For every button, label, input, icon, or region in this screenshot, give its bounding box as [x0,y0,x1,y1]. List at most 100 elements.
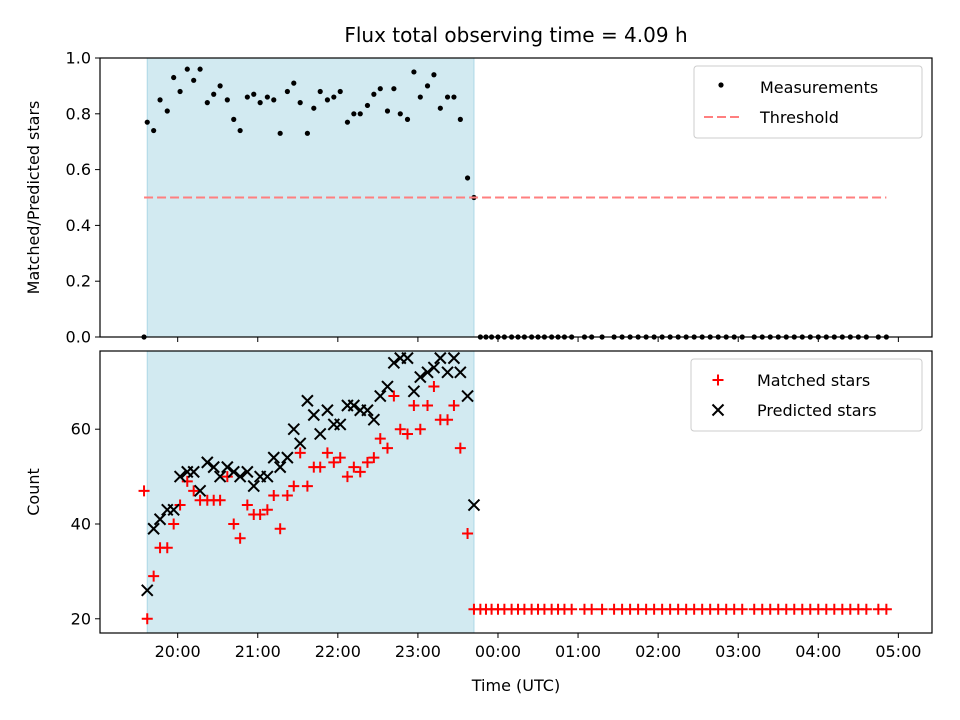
x-tick-label: 03:00 [715,642,761,661]
predicted-star-point [247,479,260,493]
measurement-point [324,97,331,103]
matched-star-point [294,447,306,459]
predicted-star-point [167,503,180,516]
predicted-star-point [147,522,160,535]
matched-star-point [408,400,420,412]
bottom-panel-y-tick-label: 40 [71,514,91,533]
predicted-star-point [193,484,207,498]
top-panel-y-tick-label: 0.8 [66,104,91,123]
measurement-point [164,108,170,114]
matched-star-point [422,400,434,412]
matched-star-point [388,390,400,402]
matched-star-point [141,613,153,625]
matched-star-point [314,461,326,473]
predicted-star-point [367,413,381,426]
matched-star-point [596,603,608,615]
predicted-star-point [427,361,441,374]
matched-star-point [341,471,353,483]
top-panel-y-tick-label: 0.6 [66,160,91,179]
matched-star-point [736,603,748,615]
measurement-point [237,127,243,134]
measurement-point [297,100,303,106]
top-legend-label: Threshold [759,108,839,127]
predicted-star-point [213,470,227,483]
predicted-star-point [173,470,187,483]
legend-measurements-marker [718,82,724,88]
predicted-star-point [273,460,287,474]
measurement-point [204,100,210,106]
top-panel-y-tick-label: 0.0 [66,328,91,347]
x-tick-label: 20:00 [155,642,201,661]
predicted-star-point [314,427,327,441]
measurement-point [191,77,197,83]
top-legend-label: Measurements [760,78,878,97]
measurement-point [177,88,183,95]
matched-star-point [301,480,313,492]
x-tick-label: 00:00 [475,642,521,661]
measurement-point [397,111,403,117]
measurement-point [417,94,423,100]
top-panel: 0.0 0.2 0.4 0.6 0.8 1.0 Matched/Predicted star… [24,49,933,347]
matched-star-point [442,414,454,426]
predicted-star-point [381,380,394,393]
matched-star-point [334,452,346,464]
x-axis-title: Time (UTC) [471,676,560,695]
measurement-point [431,72,437,78]
predicted-star-point [261,470,274,483]
matched-star-point [241,499,253,511]
measurement-point [257,100,263,106]
measurement-point [364,102,371,109]
x-tick-label: 23:00 [395,642,441,661]
predicted-star-point [374,389,387,403]
x-tick-label: 01:00 [555,642,601,661]
measurement-point [211,91,217,97]
measurement-point [291,80,297,86]
x-tick-label: 05:00 [875,642,921,661]
matched-star-point [401,428,413,440]
matched-star-point [188,485,200,497]
matched-star-point [328,456,340,468]
matched-star-point [168,518,180,530]
bottom-panel-shaded-region [146,350,475,634]
measurement-point [171,74,177,81]
measurement-point [451,94,457,100]
measurement-point [311,105,317,111]
measurement-point [271,97,277,103]
top-panel-y-tick-label: 0.2 [66,272,91,291]
measurement-point [457,116,463,122]
predicted-star-point [287,422,300,436]
predicted-star-point [414,370,427,384]
matched-star-point [361,456,373,468]
bottom-panel: 20 40 60 20:00 21:00 22:00 23:00 00:00 01:00 02:0… [24,350,933,661]
predicted-star-point [441,366,454,379]
predicted-star-point [307,408,321,422]
predicted-star-point [454,366,467,379]
matched-star-point [321,447,333,459]
measurement-point [424,83,431,89]
predicted-star-point [467,498,481,512]
predicted-star-point [347,399,361,412]
matched-star-point [268,490,280,502]
predicted-star-point [461,389,474,403]
measurement-point [197,66,203,72]
bottom-legend-label: Predicted stars [757,401,877,420]
matched-star-point [414,423,426,435]
top-panel-y-tick-label: 0.4 [66,216,91,235]
measurement-point [371,91,377,97]
bottom-legend-label: Matched stars [757,371,870,390]
matched-star-point [174,499,186,511]
predicted-star-point [207,460,220,474]
matched-star-point [381,442,393,454]
predicted-star-point [241,465,254,479]
bottom-panel-frame [99,350,933,634]
predicted-star-point [334,418,347,431]
predicted-star-point [221,460,234,474]
measurement-point [284,88,290,95]
top-legend-box [693,65,923,139]
matched-star-point [462,527,474,539]
matched-star-point [281,490,293,502]
matched-star-point [254,509,266,521]
bottom-panel-y-tick-label: 20 [71,609,91,628]
top-panel-y-axis-title: Matched/Predicted stars [24,101,43,295]
